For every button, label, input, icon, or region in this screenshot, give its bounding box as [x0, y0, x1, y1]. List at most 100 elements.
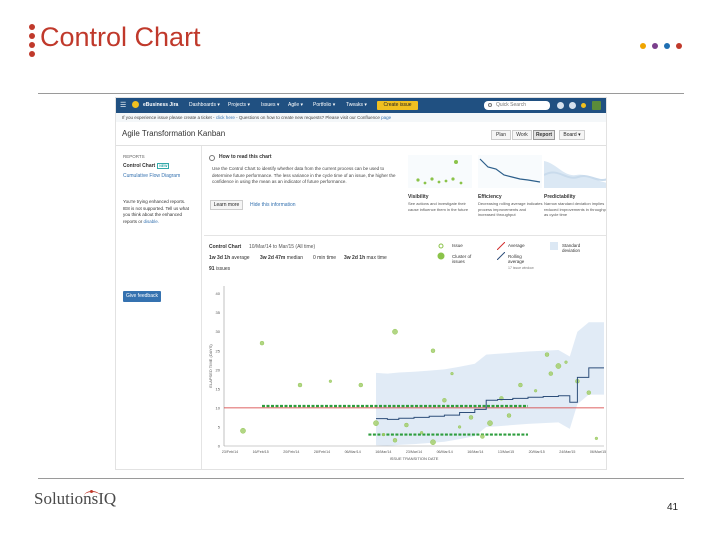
- settings-icon[interactable]: [569, 102, 576, 109]
- stat-min: 0 min time: [313, 255, 336, 261]
- jira-logo-icon[interactable]: [132, 101, 139, 108]
- issue-point: [430, 439, 436, 445]
- sidebar-item-control-chart[interactable]: Control Chart NEW: [123, 163, 170, 169]
- give-feedback-button[interactable]: Give feedback: [123, 291, 161, 302]
- corner-dots: [640, 36, 688, 54]
- menu-portfolio[interactable]: Portfolio ▾: [313, 102, 336, 108]
- stat-value: 3w 2d 1h: [344, 255, 366, 261]
- timeframe-selector[interactable]: 10/Mar/14 to Mar/15 (All time): [249, 244, 316, 250]
- rolling-average-line: [376, 367, 604, 420]
- y-tick-label: 0: [218, 444, 221, 449]
- banner-text-2: - Questions on how to create new request…: [234, 115, 382, 120]
- stat-value: 0 min time: [313, 255, 337, 261]
- stat-median: 3w 2d 47m median: [260, 255, 303, 261]
- info-icon: [209, 155, 215, 161]
- create-issue-button[interactable]: Create issue: [377, 101, 418, 110]
- stat-label: median: [286, 255, 304, 261]
- menu-issues[interactable]: Issues ▾: [261, 102, 280, 108]
- issue-point: [468, 415, 474, 420]
- x-tick-label: 23/Feb/14: [222, 450, 238, 454]
- visibility-thumbnail: [408, 155, 472, 188]
- issue-point: [442, 398, 447, 403]
- x-tick-label: 06/Mar/15: [590, 450, 606, 454]
- menu-dashboards[interactable]: Dashboards ▾: [189, 102, 220, 108]
- corner-dot: [652, 43, 658, 49]
- search-placeholder: Quick Search: [496, 102, 527, 108]
- howto-title: How to read this chart: [219, 154, 272, 160]
- issues-count: 91 issues: [209, 266, 230, 272]
- legend-rolling-window: 17 issue window: [508, 266, 534, 270]
- tab-report[interactable]: Report: [533, 130, 555, 140]
- issue-point: [420, 431, 424, 435]
- issue-point: [586, 390, 591, 395]
- issue-point: [373, 420, 379, 426]
- help-icon[interactable]: [557, 102, 564, 109]
- x-tick-label: 06/Mar/14: [345, 450, 361, 454]
- issue-point: [594, 436, 598, 440]
- menu-projects[interactable]: Projects ▾: [228, 102, 250, 108]
- slide-number: 41: [667, 502, 679, 513]
- notifications-icon[interactable]: [581, 103, 586, 108]
- predictability-thumbnail: [544, 161, 606, 188]
- y-tick-label: 15: [216, 386, 221, 391]
- visibility-desc: See actions and investigate their cause …: [408, 201, 469, 212]
- issue-point: [240, 427, 246, 434]
- y-axis-label: ELAPSED TIME (DAYS): [208, 344, 213, 388]
- legend-stddev: Standard deviation: [562, 243, 581, 253]
- disable-link[interactable]: disable.: [143, 218, 160, 224]
- banner-link-click-here[interactable]: click here: [215, 115, 235, 120]
- issue-point: [564, 360, 568, 364]
- quick-search-input[interactable]: Quick Search: [484, 101, 550, 110]
- board-menu-button[interactable]: Board ▾: [559, 130, 585, 140]
- issue-point: [555, 363, 562, 369]
- issue-point: [458, 425, 462, 429]
- rolling-legend-symbol: [497, 252, 505, 260]
- issue-point: [544, 352, 550, 357]
- issue-point: [487, 420, 493, 426]
- howto-text: Use the Control Chart to identify whethe…: [212, 166, 396, 184]
- issue-point: [534, 389, 538, 393]
- brand-name[interactable]: eBusiness Jira: [143, 102, 179, 108]
- control-chart[interactable]: 0 5 10 15 20 25 30 35 40 23/Feb/14 16/Feb/15 20/Feb…: [204, 280, 607, 468]
- y-tick-label: 30: [216, 329, 221, 334]
- cluster-legend-symbol: [437, 252, 445, 260]
- sidebar-item-cumulative-flow[interactable]: Cumulative Flow Diagram: [123, 173, 181, 179]
- issue-point: [404, 422, 409, 428]
- learn-more-button[interactable]: Learn more: [210, 200, 243, 210]
- menu-icon[interactable]: ☰: [120, 102, 127, 109]
- x-tick-label: 24/Mar/15: [559, 450, 575, 454]
- avatar[interactable]: [592, 101, 601, 110]
- y-tick-label: 25: [216, 348, 221, 353]
- predictability-title: Predictability: [544, 194, 576, 200]
- stat-average: 1w 3d 1h average: [209, 255, 250, 261]
- legend-issue: Issue: [452, 243, 463, 248]
- y-tick-label: 40: [216, 291, 221, 296]
- x-tick-label: 16/Mar/14: [467, 450, 483, 454]
- title-bullet-dots: [27, 24, 37, 58]
- x-axis-label: ISSUE TRANSITION DATE: [390, 456, 439, 461]
- control-chart-label: Control Chart: [209, 244, 242, 250]
- board-title: Agile Transformation Kanban: [122, 129, 226, 138]
- menu-agile[interactable]: Agile ▾: [288, 102, 304, 108]
- issue-point: [392, 328, 398, 335]
- x-tick-label: 16/Feb/15: [253, 450, 269, 454]
- top-divider: [38, 93, 684, 94]
- issue-point: [259, 340, 265, 346]
- stat-max: 3w 2d 1h max time: [344, 255, 387, 261]
- corner-dot: [664, 43, 670, 49]
- hide-information-link[interactable]: Hide this information: [250, 202, 296, 208]
- issue-point: [506, 413, 512, 418]
- tab-work[interactable]: Work: [512, 130, 532, 140]
- x-tick-label: 16/Mar/14: [375, 450, 391, 454]
- menu-tweaks[interactable]: Tweaks ▾: [346, 102, 367, 108]
- issue-point: [328, 379, 332, 383]
- banner-link-page[interactable]: page: [381, 115, 392, 120]
- reports-sidebar: REPORTS Control Chart NEW Cumulative Flow…: [116, 146, 202, 469]
- issue-point: [382, 432, 386, 437]
- x-tick-label: 13/Mar/15: [498, 450, 514, 454]
- bottom-divider: [38, 478, 684, 479]
- issue-point: [430, 348, 436, 353]
- stat-value: 3w 2d 47m: [260, 255, 286, 261]
- tab-plan[interactable]: Plan: [491, 130, 511, 140]
- predictability-desc: Narrow standard deviation implies reduce…: [544, 201, 607, 217]
